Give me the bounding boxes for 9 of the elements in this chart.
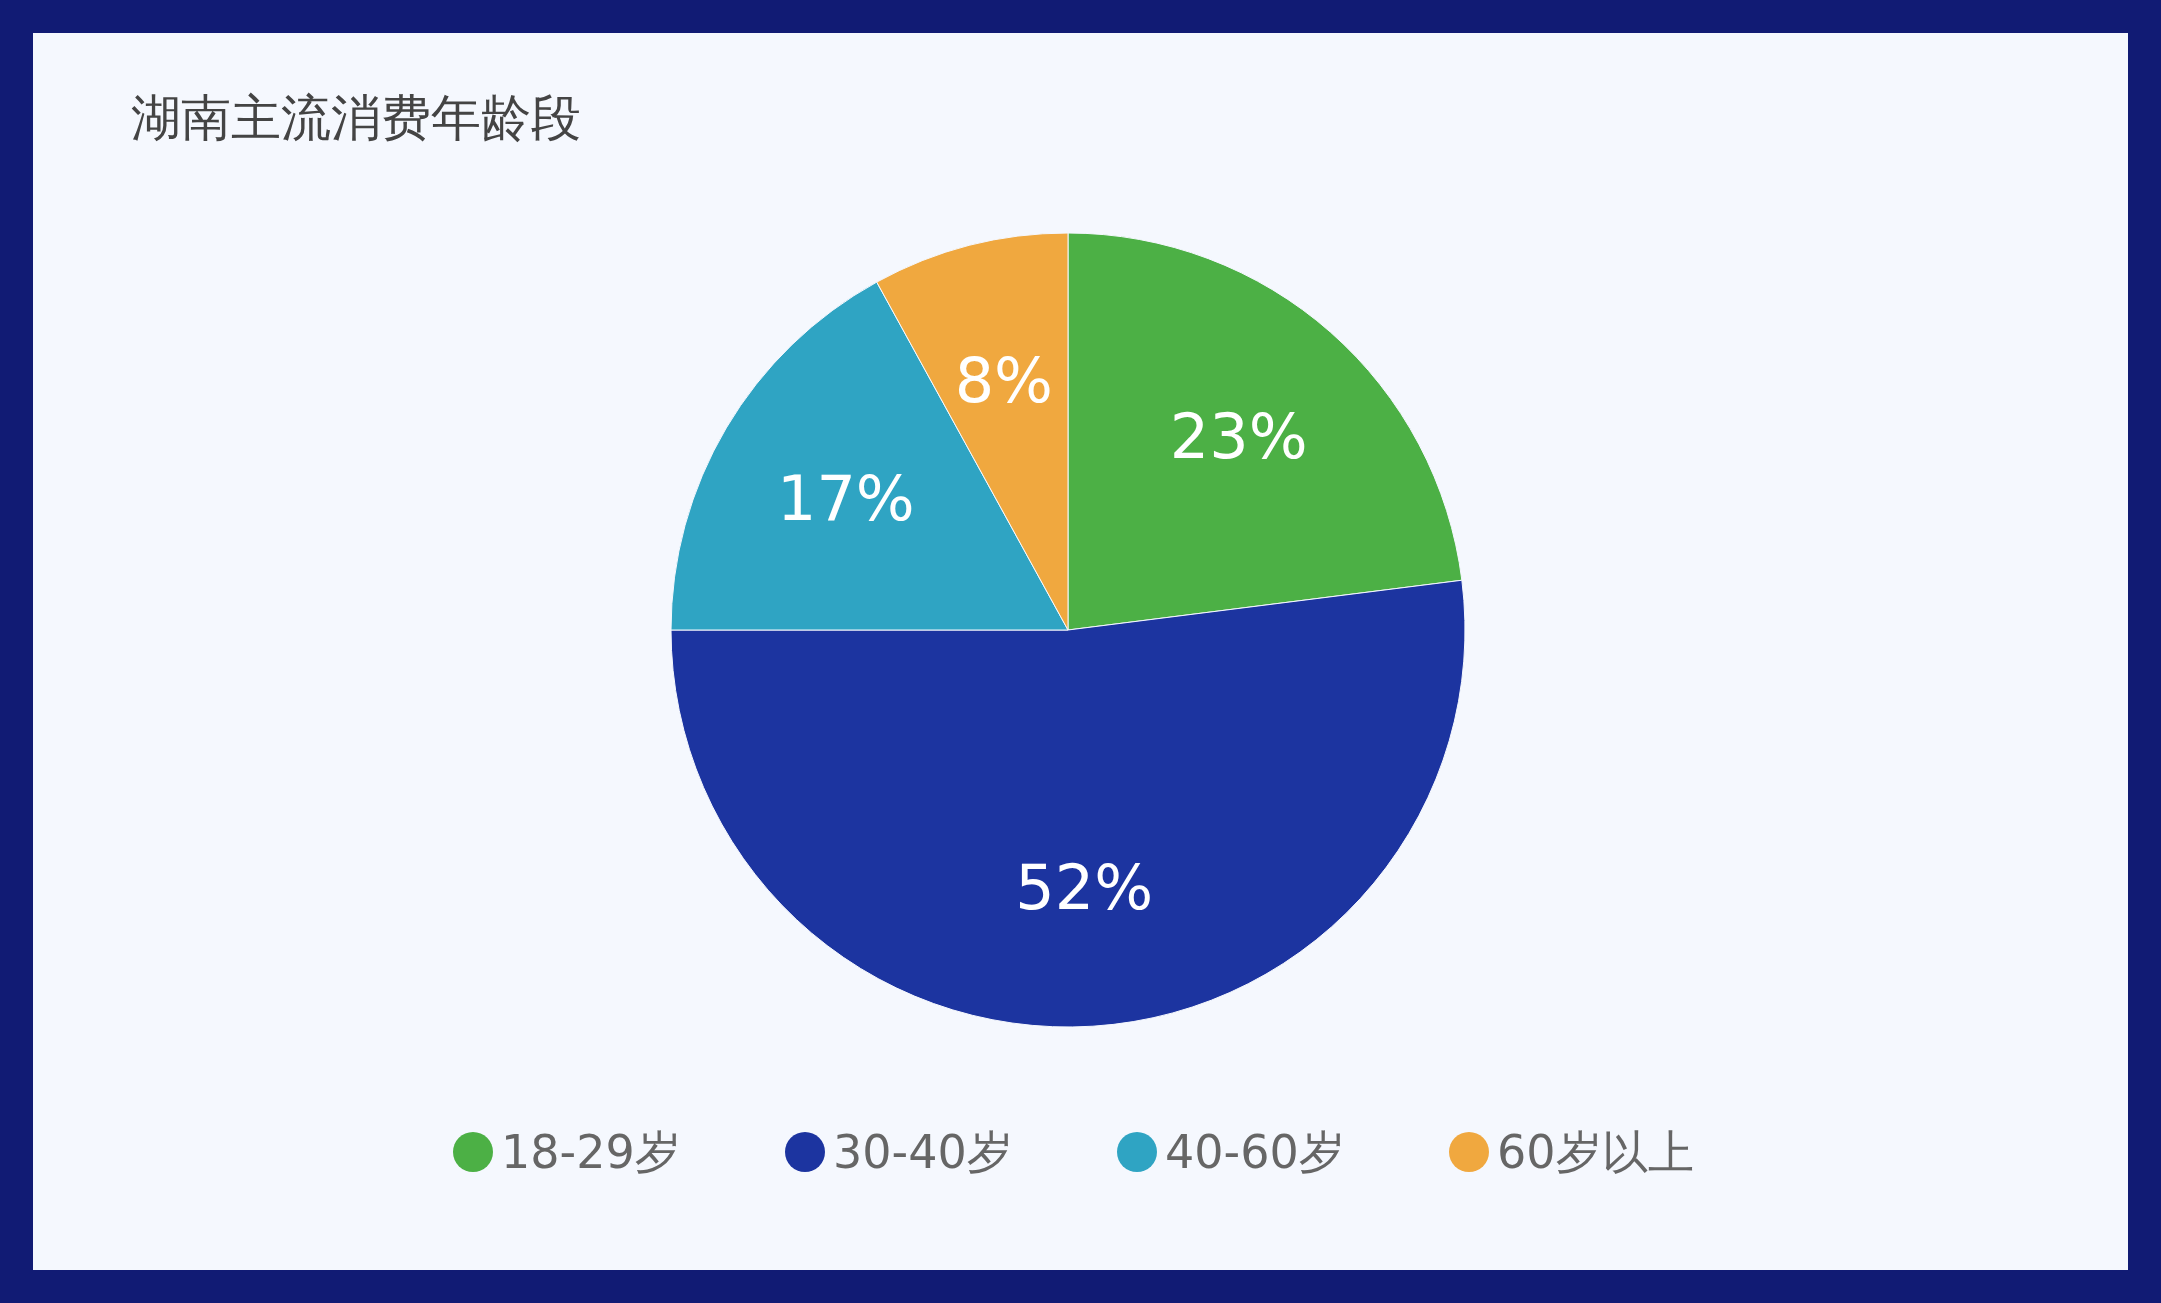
data-label: 17% xyxy=(776,462,915,536)
chart-title: 湖南主流消费年龄段 xyxy=(131,89,581,147)
data-label: 8% xyxy=(954,343,1054,417)
data-label: 52% xyxy=(1015,851,1154,925)
legend-label: 18-29岁 xyxy=(501,1125,681,1180)
legend-label: 40-60岁 xyxy=(1165,1125,1345,1180)
data-label: 23% xyxy=(1169,400,1308,474)
legend-label: 60岁以上 xyxy=(1497,1125,1694,1180)
legend-label: 30-40岁 xyxy=(833,1125,1013,1180)
